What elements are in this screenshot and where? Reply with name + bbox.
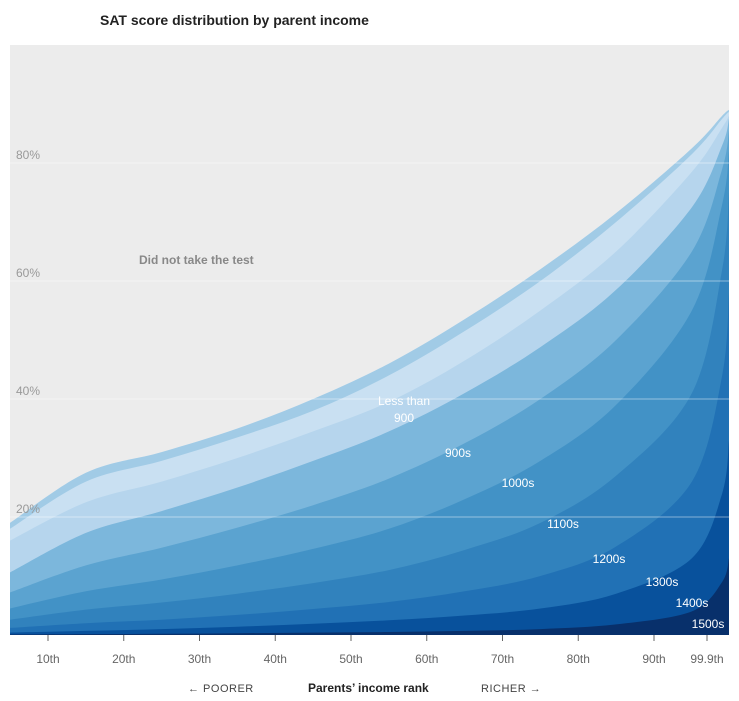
label-1400s: 1400s: [676, 596, 709, 610]
label-1500s: 1500s: [692, 617, 725, 631]
label-1000s: 1000s: [502, 476, 535, 490]
x-tick-80: 80th: [567, 652, 590, 666]
x-tick-30: 30th: [188, 652, 211, 666]
label-1200s: 1200s: [593, 552, 626, 566]
band-1400s: [10, 440, 729, 635]
y-tick-80: 80%: [16, 148, 40, 162]
x-tick-50: 50th: [339, 652, 362, 666]
label-less-than-900: Less than 900: [378, 394, 430, 425]
x-tick-90: 90th: [642, 652, 665, 666]
x-tick-70: 70th: [491, 652, 514, 666]
label-1300s: 1300s: [646, 575, 679, 589]
x-axis-ticks: 10th 20th 30th 40th 50th 60th 70th 80th 90th 99.9…: [36, 635, 724, 666]
label-900s: 900s: [445, 446, 471, 460]
y-tick-40: 40%: [16, 384, 40, 398]
y-tick-20: 20%: [16, 502, 40, 516]
band-1200s: [10, 192, 729, 635]
label-less-than-900-line-1: Less than: [378, 394, 430, 408]
x-tick-60: 60th: [415, 652, 438, 666]
label-less-than-900-line-2: 900: [394, 411, 414, 425]
region-label: Did not take the test: [139, 253, 254, 267]
x-axis-title: Parents’ income rank: [308, 681, 429, 695]
x-tick-99.9: 99.9th: [690, 652, 723, 666]
y-axis-ticks: 20% 40% 60% 80%: [16, 148, 40, 516]
x-tick-40: 40th: [264, 652, 287, 666]
band-1100s: [10, 151, 729, 635]
y-tick-60: 60%: [16, 266, 40, 280]
label-1100s: 1100s: [547, 517, 579, 531]
gridlines: [10, 162, 729, 518]
x-direction-left: ← POORER: [188, 683, 254, 695]
band-labels: 1500s 1400s 1300s 1200s 1100s 1000s 900s Less t…: [378, 394, 724, 631]
x-tick-10: 10th: [36, 652, 59, 666]
band-1500s: [10, 558, 729, 635]
chart-title: SAT score distribution by parent income: [100, 12, 369, 28]
area-layers: [10, 109, 729, 636]
x-tick-20: 20th: [112, 652, 135, 666]
x-direction-right: RICHER →: [481, 683, 541, 695]
